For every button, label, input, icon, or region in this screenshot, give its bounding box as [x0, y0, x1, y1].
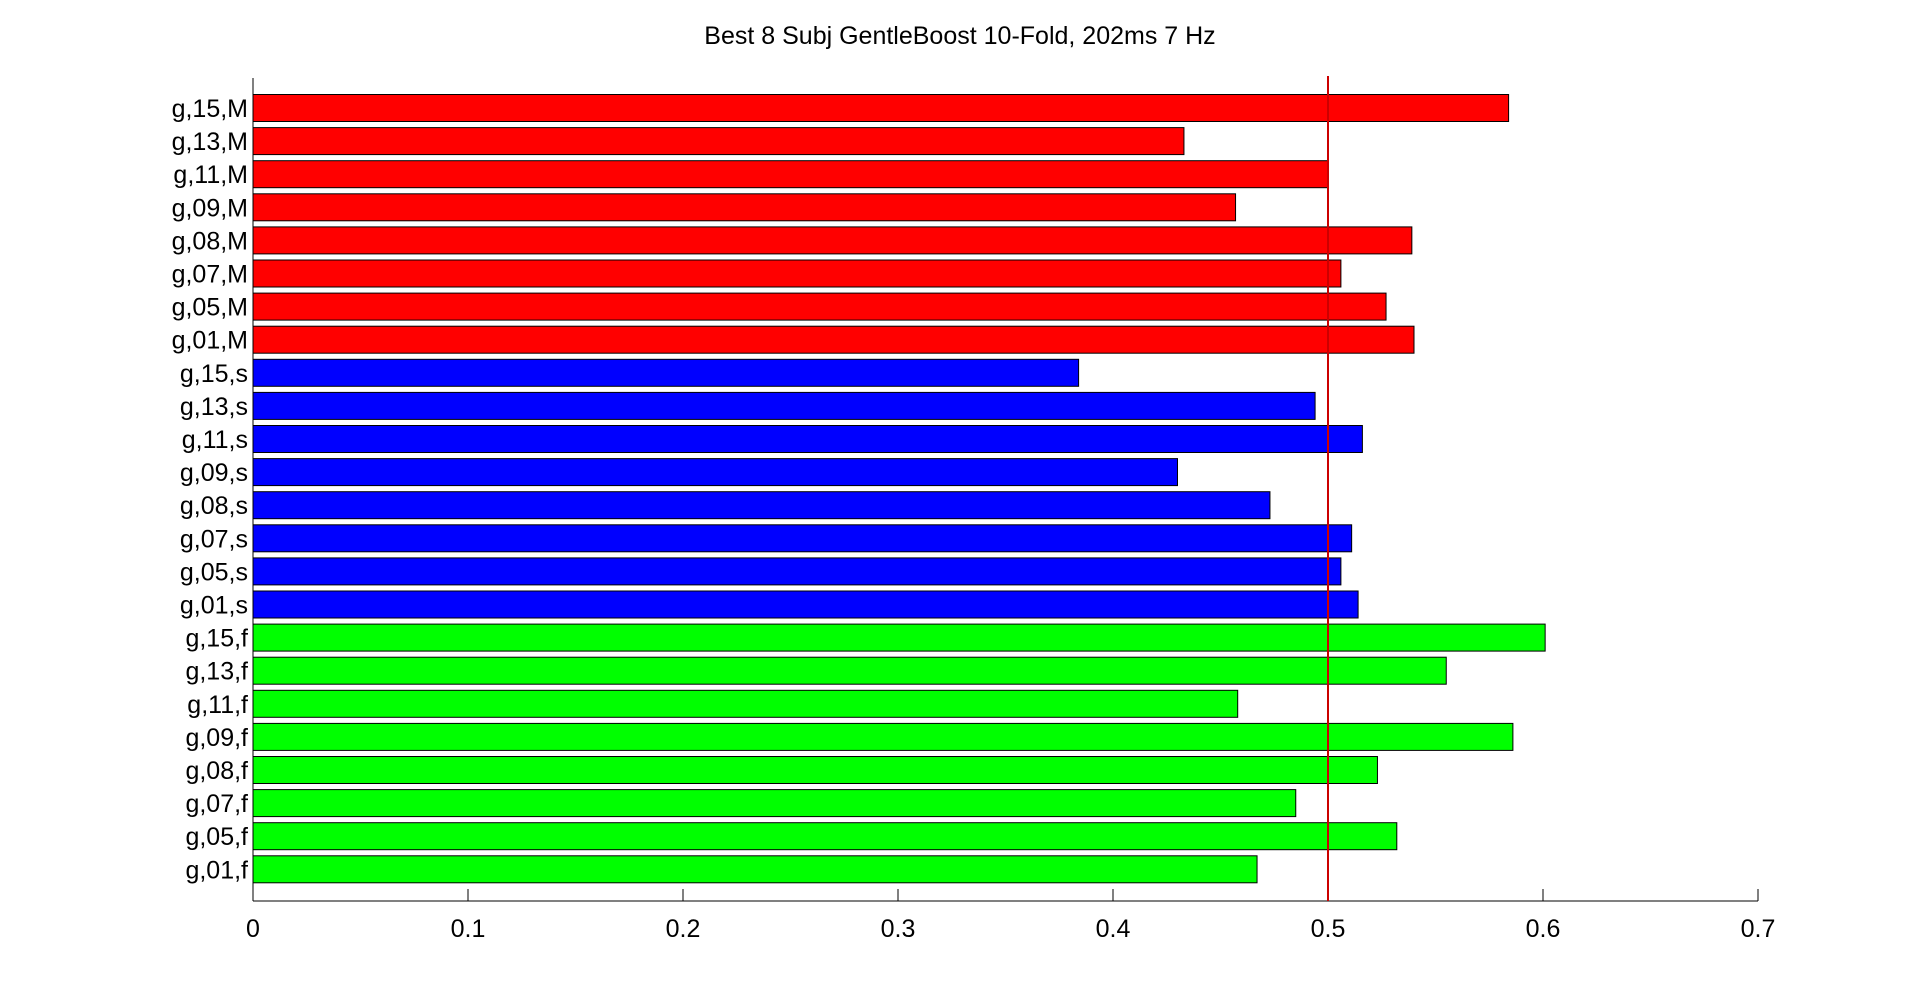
category-label: g,07,f: [185, 790, 248, 818]
category-label: g,09,f: [185, 724, 248, 752]
category-label: g,09,M: [172, 194, 248, 222]
category-label: g,15,s: [180, 360, 248, 388]
bar-g-01-s: [252, 590, 1359, 619]
bar-g-15-s: [252, 358, 1080, 387]
category-label: g,01,f: [185, 856, 248, 884]
bar-g-13-s: [252, 391, 1316, 420]
bar-g-13-f: [252, 656, 1447, 685]
category-label: g,15,M: [172, 95, 248, 123]
category-label: g,07,s: [180, 525, 248, 553]
bar-g-08-M: [252, 226, 1413, 255]
bar-g-09-M: [252, 193, 1237, 222]
bar-g-09-s: [252, 458, 1178, 487]
bar-g-05-s: [252, 557, 1342, 586]
category-label: g,13,M: [172, 128, 248, 156]
category-label: g,01,s: [180, 592, 248, 620]
bar-g-07-M: [252, 259, 1342, 288]
x-tick-label: 0.7: [1741, 915, 1776, 943]
category-label: g,09,s: [180, 459, 248, 487]
category-label: g,01,M: [172, 327, 248, 355]
x-tick-label: 0.3: [881, 915, 916, 943]
bar-g-08-s: [252, 491, 1271, 520]
bar-g-15-f: [252, 623, 1546, 652]
x-tick-label: 0.2: [666, 915, 701, 943]
chart-title: Best 8 Subj GentleBoost 10-Fold, 202ms 7…: [704, 22, 1216, 50]
category-label: g,08,s: [180, 492, 248, 520]
category-label: g,13,f: [185, 658, 248, 686]
bar-g-11-M: [252, 160, 1329, 189]
x-tick-label: 0.6: [1526, 915, 1561, 943]
category-label: g,08,f: [185, 757, 248, 785]
category-label: g,05,s: [180, 558, 248, 586]
x-tick-label: 0.5: [1311, 915, 1346, 943]
category-label: g,05,M: [172, 294, 248, 322]
category-label: g,15,f: [185, 625, 248, 653]
bar-g-05-f: [252, 822, 1398, 851]
bar-g-08-f: [252, 756, 1378, 784]
category-label: g,08,M: [172, 227, 248, 255]
x-tick-label: 0.1: [451, 915, 486, 943]
bar-g-01-f: [252, 855, 1258, 884]
bar-g-01-M: [252, 325, 1415, 354]
bar-g-13-M: [252, 127, 1185, 156]
bar-g-11-s: [252, 425, 1363, 453]
x-tick-label: 0: [246, 915, 260, 943]
category-label: g,05,f: [185, 823, 248, 851]
bar-g-07-f: [252, 789, 1297, 818]
bar-g-07-s: [252, 524, 1353, 553]
bar-g-11-f: [252, 689, 1239, 718]
x-tick-label: 0.4: [1096, 915, 1131, 943]
bar-g-09-f: [252, 722, 1514, 751]
category-label: g,11,f: [187, 691, 248, 719]
category-label: g,13,s: [180, 393, 248, 421]
category-label: g,11,s: [182, 426, 248, 454]
category-label: g,11,M: [173, 161, 248, 189]
bar-g-15-M: [252, 94, 1510, 122]
category-label: g,07,M: [172, 261, 248, 289]
bar-g-05-M: [252, 292, 1387, 321]
